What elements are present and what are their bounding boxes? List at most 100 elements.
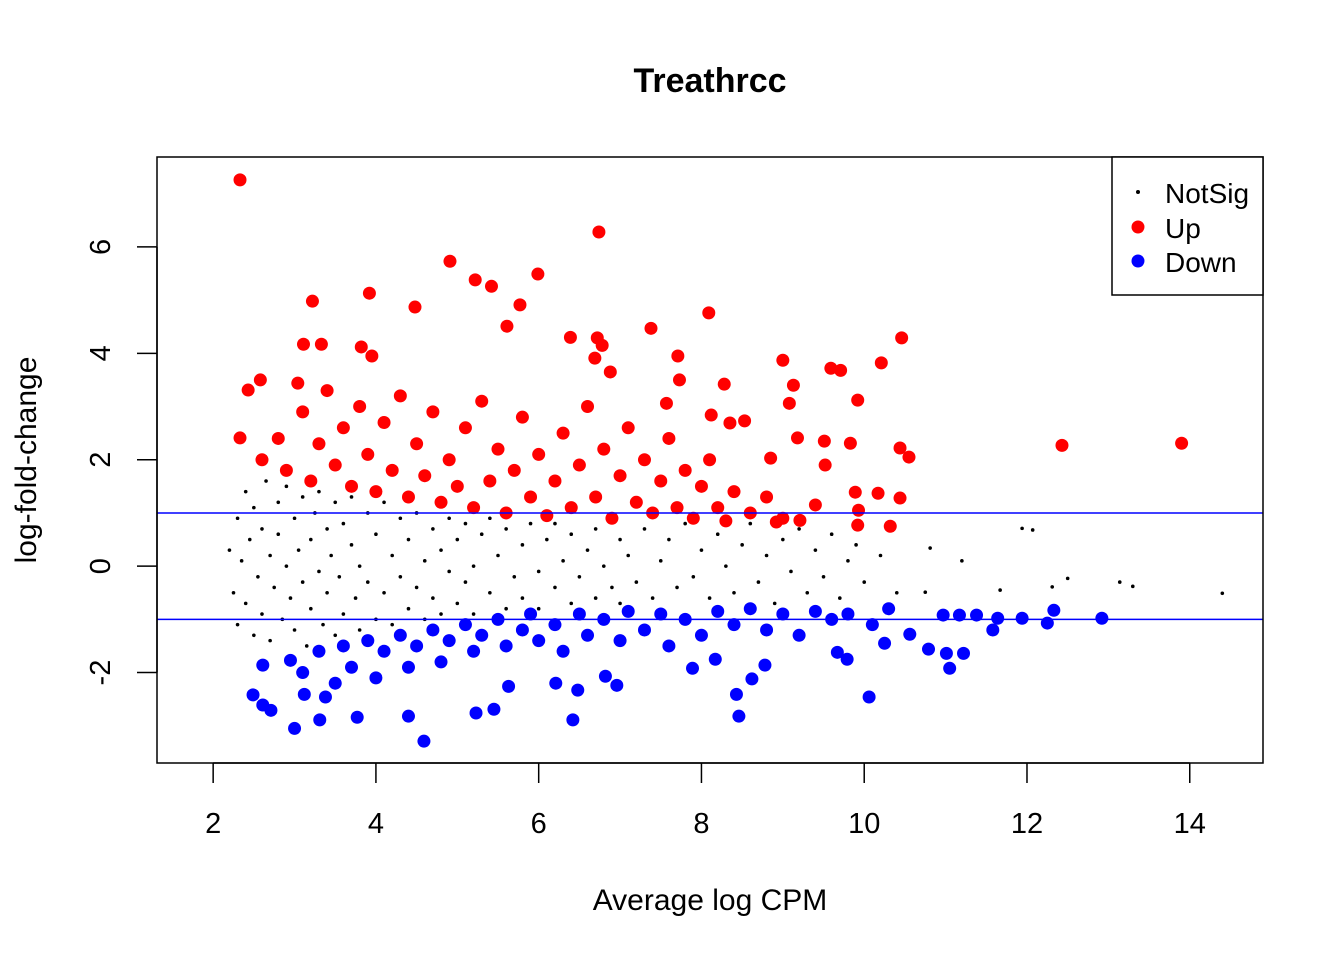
point-up xyxy=(704,408,718,422)
point-notsig xyxy=(357,564,362,568)
point-notsig xyxy=(252,633,256,638)
point-notsig xyxy=(325,527,329,531)
point-down xyxy=(417,734,431,748)
point-up xyxy=(393,389,407,403)
point-up xyxy=(515,410,529,424)
point-up xyxy=(793,513,807,527)
legend-marker-down xyxy=(1131,254,1145,268)
point-notsig xyxy=(406,606,411,611)
y-tick-label: 0 xyxy=(85,558,117,574)
point-down xyxy=(970,608,984,622)
point-up xyxy=(621,421,635,435)
point-up xyxy=(883,519,897,533)
point-down xyxy=(549,676,563,690)
point-down xyxy=(288,721,302,735)
point-notsig xyxy=(268,638,272,643)
point-down xyxy=(694,628,708,642)
point-up xyxy=(786,378,800,392)
point-down xyxy=(830,645,844,659)
point-down xyxy=(610,678,624,692)
point-notsig xyxy=(520,596,525,600)
point-up xyxy=(336,421,350,435)
point-down xyxy=(469,706,483,720)
point-notsig xyxy=(471,564,476,568)
point-up xyxy=(483,474,497,488)
point-down xyxy=(878,636,892,650)
point-down xyxy=(1040,616,1054,630)
point-down xyxy=(745,672,759,686)
y-axis: -2 0 2 4 6 xyxy=(85,239,158,685)
point-up xyxy=(808,498,822,512)
legend-marker-notsig xyxy=(1136,190,1140,194)
point-notsig xyxy=(740,543,744,547)
point-up xyxy=(694,479,708,493)
point-up xyxy=(834,363,848,377)
point-down xyxy=(936,608,950,622)
point-notsig xyxy=(272,585,276,590)
x-tick-label: 4 xyxy=(368,808,384,840)
point-notsig xyxy=(707,596,712,600)
point-up xyxy=(782,396,796,410)
point-down xyxy=(502,679,516,693)
point-up xyxy=(662,431,676,445)
point-notsig xyxy=(296,548,301,552)
point-down xyxy=(598,669,612,683)
point-down xyxy=(475,628,489,642)
point-down xyxy=(556,644,570,658)
point-notsig xyxy=(268,553,272,558)
point-down xyxy=(732,709,746,723)
x-axis-label: Average log CPM xyxy=(593,884,828,917)
point-notsig xyxy=(536,606,541,611)
point-up xyxy=(531,267,545,281)
point-up xyxy=(475,394,489,408)
point-up xyxy=(328,458,342,472)
point-notsig xyxy=(520,543,525,547)
point-up xyxy=(654,474,668,488)
point-up xyxy=(895,331,909,345)
point-down xyxy=(743,602,757,616)
point-up xyxy=(296,405,310,419)
point-down xyxy=(840,652,854,666)
point-down xyxy=(729,687,743,701)
y-axis-label: log-fold-change xyxy=(10,357,43,564)
x-tick-label: 6 xyxy=(531,808,547,840)
point-down xyxy=(401,660,415,674)
point-notsig xyxy=(650,596,655,600)
point-up xyxy=(776,353,790,367)
point-down xyxy=(566,713,580,727)
point-down xyxy=(654,607,668,621)
point-notsig xyxy=(504,606,508,611)
point-notsig xyxy=(260,527,264,531)
point-down xyxy=(318,690,332,704)
point-up xyxy=(353,400,367,414)
point-notsig xyxy=(724,564,728,568)
point-down xyxy=(361,634,375,648)
point-up xyxy=(305,294,319,308)
point-notsig xyxy=(488,590,492,595)
point-up xyxy=(644,321,658,335)
point-up xyxy=(852,503,866,517)
point-up xyxy=(253,373,267,387)
point-down xyxy=(297,687,311,701)
point-up xyxy=(671,349,685,363)
point-up xyxy=(613,469,627,483)
point-notsig xyxy=(353,596,358,600)
point-down xyxy=(758,658,772,672)
point-notsig xyxy=(1065,576,1070,581)
point-notsig xyxy=(797,527,801,531)
point-up xyxy=(843,436,857,450)
point-notsig xyxy=(496,553,500,558)
point-up xyxy=(893,491,907,505)
point-up xyxy=(426,405,440,419)
point-notsig xyxy=(406,537,411,542)
point-up xyxy=(902,450,916,464)
x-tick-label: 14 xyxy=(1174,808,1206,840)
point-up xyxy=(491,442,505,456)
point-notsig xyxy=(349,495,354,499)
point-down xyxy=(345,660,359,674)
point-notsig xyxy=(683,521,687,526)
point-notsig xyxy=(235,622,240,627)
point-up xyxy=(776,511,790,525)
point-notsig xyxy=(309,606,313,611)
point-down xyxy=(571,683,585,697)
